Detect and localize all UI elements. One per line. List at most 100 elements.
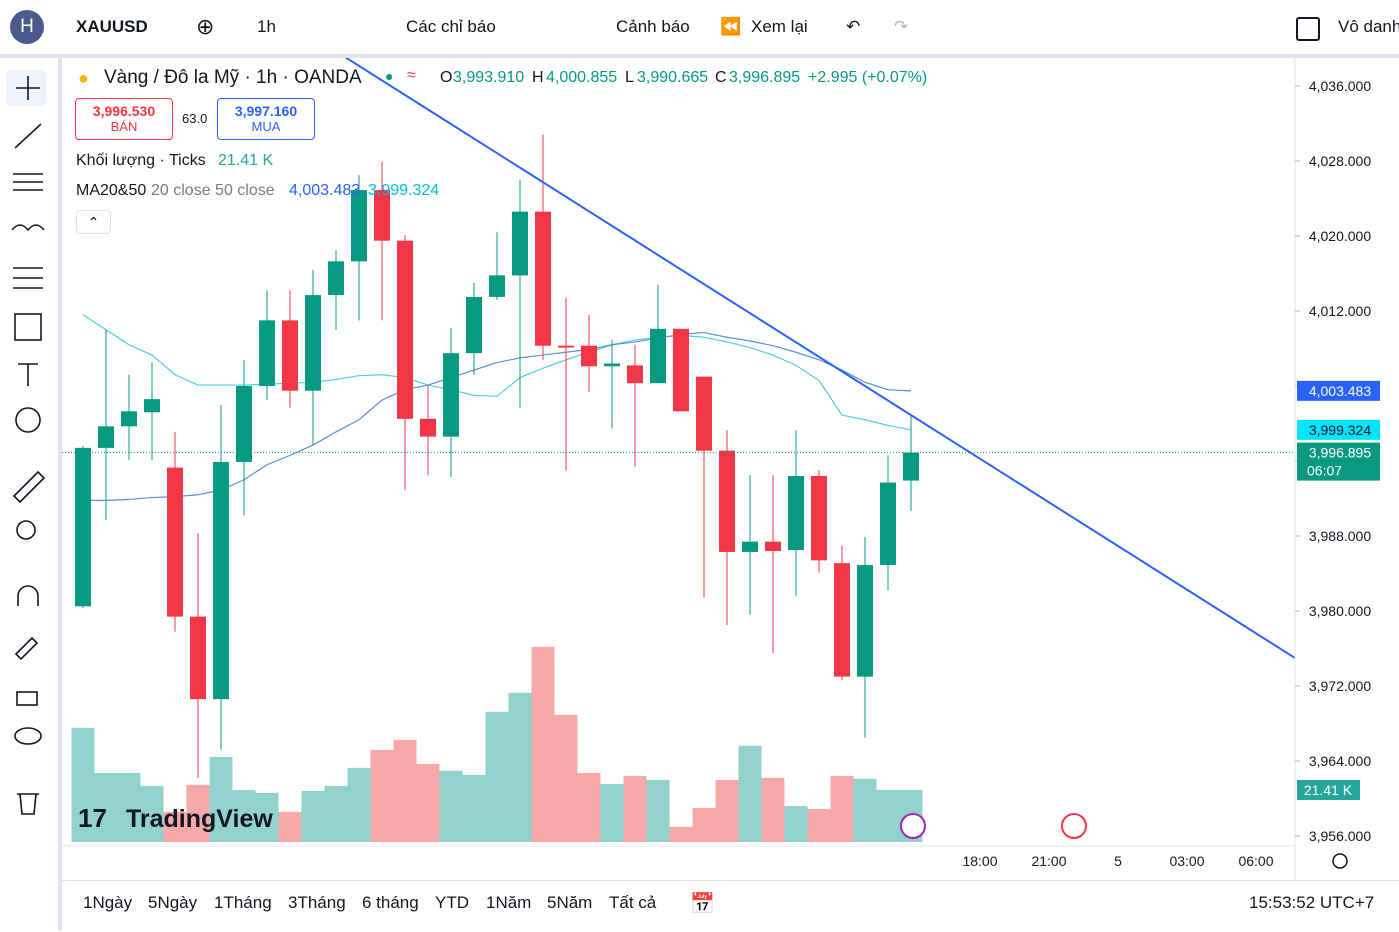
x-tick-label: tháng 11 (61, 853, 115, 869)
open-label: O (440, 69, 453, 86)
volume-bar (830, 775, 854, 842)
y-tick-label: 4,012.000 (1309, 303, 1371, 319)
event-icon[interactable] (900, 813, 926, 839)
avatar[interactable]: H (10, 10, 44, 44)
range-button[interactable]: 1Năm (486, 893, 532, 912)
x-tick-label: 21:00 (1031, 853, 1066, 869)
status-icon: ≈ (407, 67, 416, 84)
candle-body (420, 418, 436, 437)
settings-icon[interactable] (1332, 853, 1348, 869)
candle-body (834, 563, 850, 677)
logo-mark: 17 (78, 803, 107, 833)
x-tick-label: 15:00 (364, 853, 399, 869)
x-tick-label: 21:00 (502, 853, 537, 869)
ma-title[interactable]: MA20&50 (76, 182, 147, 199)
x-tick-label: 18:00 (962, 853, 997, 869)
undo[interactable]: ↶ (846, 17, 861, 36)
instrument[interactable]: Vàng / Đô la Mỹ · 1h · OANDA (104, 67, 362, 88)
candle-body (696, 376, 712, 451)
replay[interactable]: Xem lại (751, 17, 808, 36)
indicators[interactable]: Các chỉ báo (406, 17, 496, 36)
add-icon[interactable]: ⊕ (196, 14, 215, 39)
range-button[interactable]: Tất cả (609, 893, 657, 912)
price-badge-label: 3,999.324 (1309, 422, 1371, 438)
sell-button[interactable]: 3,996.530 BÁN (75, 98, 173, 140)
ma20-value: 3,999.324 (368, 182, 440, 199)
emoji-tool[interactable] (15, 407, 41, 433)
candle-body (512, 211, 528, 276)
candle-body (880, 482, 896, 566)
prediction-tool[interactable] (13, 267, 43, 289)
volume-bar (462, 774, 486, 842)
volume-bar (278, 811, 302, 842)
interval[interactable]: 1h (257, 17, 276, 36)
ma-line (82, 314, 912, 431)
alerts[interactable]: Cảnh báo (616, 17, 690, 36)
y-tick-label: 4,036.000 (1309, 78, 1371, 94)
delete-tool[interactable] (17, 793, 39, 815)
range-button[interactable]: YTD (435, 893, 469, 912)
text-tool[interactable] (18, 363, 38, 386)
lock-draw-tool[interactable] (14, 636, 39, 661)
y-tick-label: 3,972.000 (1309, 678, 1371, 694)
tool-icons (6, 70, 46, 815)
volume-bar (370, 749, 394, 842)
instrument-icon: ● (78, 68, 89, 88)
buy-button[interactable]: 3,997.160 MUA (217, 98, 315, 140)
replay-icon[interactable]: ⏪ (720, 17, 742, 36)
volume-bar (71, 727, 95, 842)
candle-body (259, 320, 275, 386)
close: 3,996.895 (729, 69, 801, 86)
logo: TradingView (126, 805, 273, 833)
low-label: L (625, 69, 634, 86)
range-button[interactable]: 1Ngày (83, 893, 133, 912)
y-tick-label: 4,020.000 (1309, 228, 1371, 244)
x-tick-label: 03:00 (1169, 853, 1204, 869)
event-icon[interactable] (1061, 813, 1087, 839)
volume-title[interactable]: Khối lượng · Ticks (76, 152, 206, 169)
range-button[interactable]: 6 tháng (362, 893, 419, 912)
candle-body (282, 320, 298, 391)
volume-value: 21.41 K (218, 152, 274, 169)
x-tick-label: 12:00 (824, 853, 859, 869)
range-bar: 1Ngày 5Ngày 1Tháng 3Tháng 6 tháng YTD 1Năm 5Năm… (62, 880, 1399, 932)
zoom-tool[interactable] (16, 520, 36, 540)
date-range-icon[interactable]: 📅 (690, 893, 715, 915)
clock[interactable]: 15:53:52 UTC+7 (1249, 893, 1375, 912)
volume-bar (784, 806, 808, 842)
volume-bar (439, 770, 463, 842)
volume-bar (715, 780, 739, 842)
symbol[interactable]: XAUUSD (76, 17, 148, 36)
volume-bar (508, 692, 532, 842)
volume-bar (853, 778, 877, 842)
trendline-tool[interactable] (14, 123, 42, 149)
status-dot: ● (385, 68, 394, 84)
volume-bar (554, 714, 578, 842)
ask: 3,997.160 (234, 103, 298, 119)
candle-body (351, 190, 367, 262)
hide-tool[interactable] (14, 727, 42, 745)
volume-bar (117, 772, 141, 842)
range-button[interactable]: 5Năm (547, 893, 593, 912)
candle-body (236, 386, 252, 462)
user[interactable]: Vô danh (1338, 17, 1399, 36)
volume-bar (600, 783, 624, 842)
trend-line[interactable] (344, 57, 1295, 659)
pattern-tool[interactable] (11, 224, 45, 232)
magnet-tool[interactable] (17, 585, 39, 606)
volume-bar (209, 756, 233, 842)
volume-bar (163, 811, 187, 842)
ask-label: MUA (251, 119, 281, 134)
range-button[interactable]: 1Tháng (214, 893, 272, 912)
fib-tool[interactable] (13, 173, 43, 191)
layout-icon[interactable] (1296, 17, 1320, 41)
collapse-button[interactable]: ⌃ (76, 210, 111, 234)
ruler-tool[interactable] (12, 470, 46, 504)
shape-tool[interactable] (14, 313, 42, 341)
range-button[interactable]: 5Ngày (148, 893, 198, 912)
candle-body (328, 261, 344, 296)
candle-body (397, 240, 413, 419)
lock-tool[interactable] (16, 691, 38, 706)
range-button[interactable]: 3Tháng (288, 893, 346, 912)
